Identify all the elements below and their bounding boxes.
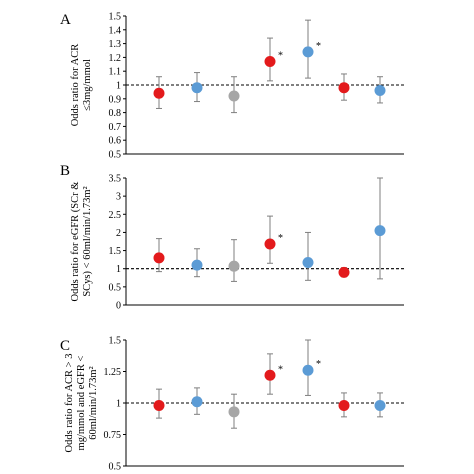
data-point	[153, 252, 165, 264]
y-tick-label: 0.5	[109, 462, 122, 473]
data-point	[302, 364, 314, 376]
y-tick-label: 1.5	[109, 12, 122, 23]
y-axis-label-line: mg/mmol and eGFR <	[76, 355, 87, 450]
data-point	[302, 257, 314, 269]
data-point	[338, 82, 350, 94]
data-point	[228, 90, 240, 102]
data-point	[374, 85, 386, 97]
y-tick-label: 0.5	[109, 282, 122, 293]
y-tick-label: 1.4	[109, 25, 122, 36]
data-point	[264, 56, 276, 68]
y-tick-label: 0.9	[109, 94, 122, 105]
y-tick-label: 1.3	[109, 39, 122, 50]
y-axis-label-line: SCys) < 60ml/min/1.73m²	[82, 186, 93, 296]
data-point	[338, 266, 350, 278]
data-point	[264, 369, 276, 381]
y-tick-label: 3.5	[109, 174, 122, 185]
y-tick-label: 1.5	[109, 336, 122, 347]
y-tick-label: 0.5	[109, 150, 122, 161]
y-tick-label: 3	[116, 192, 121, 203]
panel-letter: A	[60, 12, 71, 28]
data-point	[153, 87, 165, 99]
panel-letter: C	[60, 338, 70, 354]
y-tick-label: 2.5	[109, 210, 122, 221]
significance-marker: *	[278, 51, 283, 62]
data-point	[302, 46, 314, 58]
panel-letter: B	[60, 163, 70, 179]
y-axis-label-line: Odds ratio for eGFR (SCr &	[70, 182, 81, 302]
y-tick-label: 0.8	[109, 108, 122, 119]
y-axis-label-line: Odds ratio for ACR > 3	[64, 354, 75, 453]
y-tick-label: 0	[116, 301, 121, 312]
y-axis-label-line: 60ml/min/1.73m²	[88, 366, 99, 439]
data-point	[338, 400, 350, 412]
data-point	[228, 260, 240, 272]
data-point	[228, 406, 240, 418]
data-point	[191, 396, 203, 408]
data-point	[191, 82, 203, 94]
y-tick-label: 1.2	[109, 53, 122, 64]
y-tick-label: 0.6	[109, 136, 122, 147]
significance-marker: *	[316, 41, 321, 52]
y-axis-label-line: Odds ratio for ACR	[70, 44, 81, 127]
significance-marker: *	[278, 233, 283, 244]
y-tick-label: 1	[116, 399, 121, 410]
y-tick-label: 1	[116, 264, 121, 275]
data-point	[153, 400, 165, 412]
data-point	[374, 400, 386, 412]
y-tick-label: 1	[116, 81, 121, 92]
y-axis-label-line: ≤3mg/mmol	[82, 59, 93, 111]
data-point	[374, 225, 386, 237]
y-tick-label: 2	[116, 228, 121, 239]
y-tick-label: 1.25	[104, 367, 122, 378]
y-tick-label: 0.7	[109, 122, 122, 133]
data-point	[191, 259, 203, 271]
y-tick-label: 0.75	[104, 430, 122, 441]
significance-marker: *	[316, 359, 321, 370]
panel-a: A Odds ratio for ACR ≤3mg/mmol 0.5 0.6 0.7 0.8…	[60, 12, 404, 161]
data-point	[264, 238, 276, 250]
y-tick-label: 1.1	[109, 67, 122, 78]
y-tick-label: 1.5	[109, 246, 122, 257]
significance-marker: *	[278, 364, 283, 375]
